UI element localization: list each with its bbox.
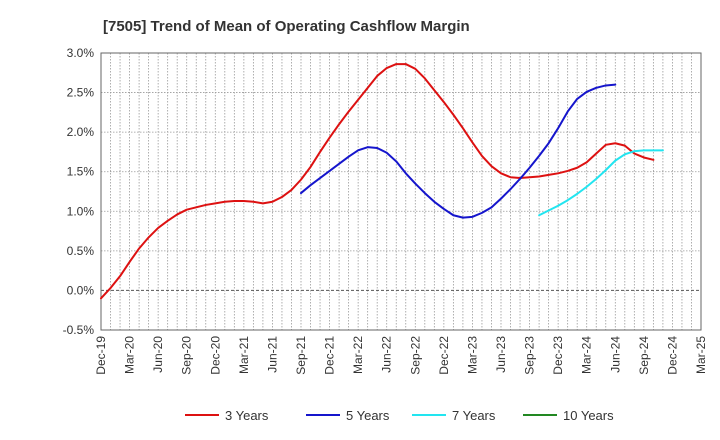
x-tick-label: Jun-24 (608, 336, 622, 373)
x-tick-label: Sep-24 (637, 336, 651, 375)
plot-border (100, 52, 702, 331)
y-tick-label: 1.5% (67, 165, 95, 179)
x-tick-label: Sep-20 (180, 336, 194, 375)
x-tick-label: Mar-24 (580, 336, 594, 374)
legend-label: 7 Years (452, 408, 496, 423)
y-axis-ticks: -0.5% 0.0% 0.5% 1.0% 1.5% 2.0% 2.5% 3.0% (63, 46, 95, 337)
x-tick-label: Dec-24 (665, 336, 679, 375)
x-tick-label: Jun-23 (494, 336, 508, 373)
x-tick-label: Dec-19 (94, 336, 108, 375)
x-tick-label: Dec-22 (437, 336, 451, 375)
x-tick-label: Mar-22 (351, 336, 365, 374)
x-tick-label: Sep-22 (408, 336, 422, 375)
x-tick-label: Dec-20 (208, 336, 222, 375)
x-tick-label: Jun-20 (151, 336, 165, 373)
y-tick-label: 2.0% (67, 125, 95, 139)
legend: 3 Years 5 Years 7 Years 10 Years (185, 408, 614, 423)
y-tick-label: 0.5% (67, 244, 95, 258)
x-tick-label: Jun-22 (380, 336, 394, 373)
y-tick-label: 2.5% (67, 86, 95, 100)
y-tick-label: 3.0% (67, 46, 95, 60)
x-tick-label: Mar-20 (123, 336, 137, 374)
legend-label: 3 Years (225, 408, 269, 423)
x-tick-label: Mar-25 (694, 336, 708, 374)
series-line-3-years (100, 63, 655, 300)
series-line-5-years (300, 83, 617, 219)
x-tick-label: Dec-21 (323, 336, 337, 375)
grid-lines (101, 53, 701, 330)
x-tick-label: Sep-23 (523, 336, 537, 375)
y-tick-label: -0.5% (63, 323, 95, 337)
plot-area (101, 53, 701, 330)
x-tick-label: Jun-21 (265, 336, 279, 373)
axes (100, 52, 702, 331)
y-tick-label: 0.0% (67, 283, 95, 297)
series-lines (100, 63, 664, 300)
x-tick-label: Dec-23 (551, 336, 565, 375)
x-tick-label: Mar-21 (237, 336, 251, 374)
legend-label: 5 Years (346, 408, 390, 423)
series-line-7-years (538, 149, 664, 217)
chart-title: [7505] Trend of Mean of Operating Cashfl… (103, 18, 470, 35)
x-axis-ticks: Dec-19 Mar-20 Jun-20 Sep-20 Dec-20 Mar-21 Jun-… (94, 336, 708, 375)
plot-background (101, 53, 701, 330)
x-tick-label: Mar-23 (465, 336, 479, 374)
legend-label: 10 Years (563, 408, 614, 423)
y-tick-label: 1.0% (67, 204, 95, 218)
x-tick-label: Sep-21 (294, 336, 308, 375)
